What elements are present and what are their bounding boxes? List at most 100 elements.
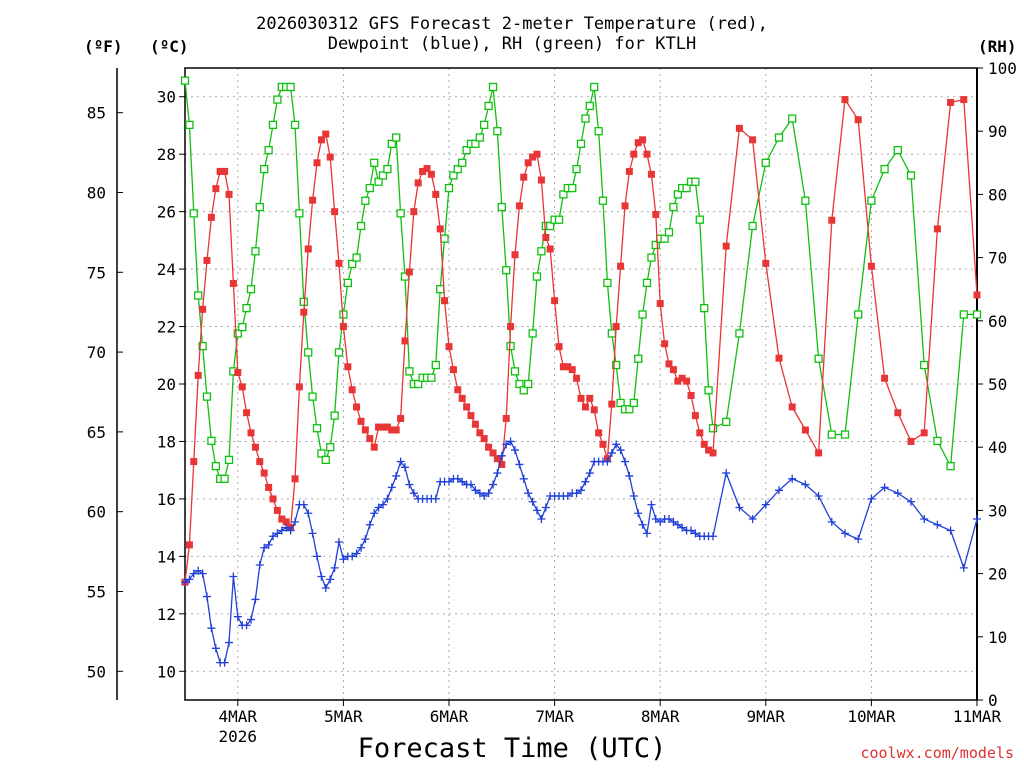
- rh-point: [515, 379, 524, 389]
- rh-point: [708, 424, 718, 433]
- dewpoint-point: [489, 480, 498, 489]
- rh-point: [405, 367, 414, 376]
- rh-point: [185, 120, 194, 130]
- rh-point: [255, 202, 264, 212]
- dewpoint-point: [506, 437, 515, 446]
- rh-point: [946, 462, 955, 471]
- rh-point: [704, 386, 713, 395]
- rh-point: [673, 190, 682, 199]
- rh-unit-label: (RH): [978, 37, 1017, 56]
- dewpoint-point: [282, 523, 291, 532]
- temperature-point: [216, 167, 224, 175]
- temperature-point: [392, 426, 400, 434]
- dewpoint-point: [357, 543, 366, 552]
- rh-tick-label: 80: [988, 185, 1007, 204]
- dewpoint-point: [475, 489, 484, 498]
- rh-point: [330, 411, 339, 420]
- rh-point: [251, 247, 260, 256]
- dewpoint-point: [480, 492, 489, 501]
- rh-point: [471, 139, 480, 148]
- temperature-point: [520, 173, 528, 181]
- temperature-point: [291, 475, 299, 483]
- dewpoint-point: [709, 532, 717, 541]
- dewpoint-point: [880, 483, 889, 492]
- dewpoint-point: [678, 523, 687, 532]
- dewpoint-point: [761, 500, 770, 509]
- temperature-point: [947, 98, 955, 106]
- dewpoint-point: [493, 469, 502, 478]
- rh-tick-label: 90: [988, 122, 1007, 141]
- rh-point: [427, 373, 436, 382]
- dewpoint-point: [541, 503, 550, 512]
- rh-point: [449, 171, 458, 180]
- rh-point: [361, 196, 370, 205]
- dewpoint-point: [634, 509, 643, 518]
- temperature-point: [652, 211, 660, 219]
- celsius-tick-label: 16: [157, 490, 176, 509]
- rh-point: [453, 164, 462, 174]
- temperature-point: [273, 506, 281, 514]
- rh-point: [634, 354, 643, 363]
- temperature-point: [788, 403, 796, 411]
- chart-title-line-1: 2026030312 GFS Forecast 2-meter Temperat…: [256, 14, 768, 34]
- temperature-point: [471, 420, 479, 428]
- rh-point: [840, 430, 850, 439]
- rh-point: [788, 114, 797, 123]
- dewpoint-point: [458, 477, 467, 486]
- temperature-point: [348, 386, 356, 394]
- rh-point: [273, 95, 282, 104]
- rh-point: [365, 183, 374, 193]
- dewpoint-point: [647, 500, 656, 509]
- dewpoint-point: [286, 526, 295, 535]
- temperature-point: [304, 245, 312, 253]
- temperature-point: [502, 414, 510, 422]
- dewpoint-point: [379, 500, 387, 509]
- rh-point: [572, 164, 581, 174]
- rh-point: [356, 221, 366, 231]
- temperature-point: [608, 400, 616, 408]
- temperature-point: [709, 449, 717, 457]
- dewpoint-point: [625, 471, 634, 480]
- temperature-point: [260, 469, 268, 477]
- dewpoint-point: [687, 526, 696, 535]
- rh-point: [598, 196, 608, 205]
- dewpoint-point: [585, 469, 594, 478]
- credit-link[interactable]: coolwx.com/models: [860, 744, 1014, 762]
- temperature-point: [357, 417, 365, 425]
- rh-point: [585, 101, 594, 111]
- x-tick-label: 6MAR: [430, 707, 469, 726]
- rh-point: [554, 215, 564, 224]
- rh-tick-label: 50: [988, 375, 1007, 394]
- temperature-point: [234, 369, 242, 377]
- temperature-point: [705, 446, 713, 454]
- rh-point: [370, 158, 379, 167]
- dewpoint-point: [643, 529, 651, 538]
- temperature-point: [366, 435, 374, 443]
- dewpoint-point: [814, 492, 823, 501]
- rh-point: [246, 285, 256, 294]
- temperature-point: [546, 245, 554, 253]
- dewpoint-point: [396, 457, 405, 466]
- temperature-point: [322, 130, 330, 138]
- rh-point: [295, 209, 304, 218]
- dewpoint-point: [304, 509, 313, 518]
- dewpoint-point: [431, 494, 440, 503]
- temperature-point: [476, 429, 484, 437]
- temperature-point: [749, 136, 757, 144]
- temperature-point: [282, 518, 290, 526]
- temperature-point: [361, 426, 369, 434]
- dewpoint-point: [893, 489, 902, 498]
- temperature-point: [661, 340, 669, 348]
- rh-point: [224, 455, 234, 464]
- temperature-point: [634, 139, 642, 147]
- temperature-point: [480, 435, 488, 443]
- rh-tick-label: 60: [988, 312, 1007, 331]
- temperature-point: [498, 460, 506, 468]
- temperature-point: [537, 176, 545, 184]
- dewpoint-point: [207, 624, 216, 633]
- rh-point: [458, 158, 467, 167]
- temperature-point: [564, 363, 572, 371]
- dewpoint-point: [920, 515, 929, 524]
- celsius-tick-label: 28: [157, 145, 176, 164]
